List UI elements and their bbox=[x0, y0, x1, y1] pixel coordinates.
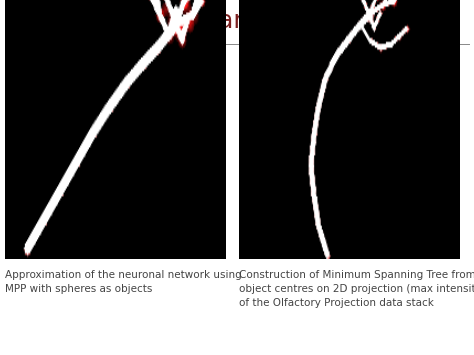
Text: Construction of Minimum Spanning Tree from
object centres on 2D projection (max : Construction of Minimum Spanning Tree fr… bbox=[239, 270, 474, 308]
Text: Preliminary Results: Preliminary Results bbox=[117, 9, 357, 33]
Text: Approximation of the neuronal network using
MPP with spheres as objects: Approximation of the neuronal network us… bbox=[5, 270, 241, 294]
